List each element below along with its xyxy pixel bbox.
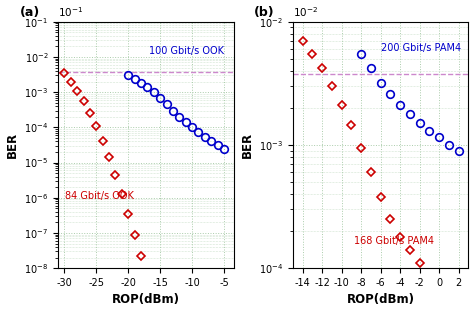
Text: 200 Gbit/s PAM4: 200 Gbit/s PAM4 xyxy=(381,43,461,53)
Text: $10^{-1}$: $10^{-1}$ xyxy=(58,6,83,19)
Text: $10^{-2}$: $10^{-2}$ xyxy=(293,6,318,19)
X-axis label: ROP(dBm): ROP(dBm) xyxy=(112,294,180,306)
Text: 84 Gbit/s OOK: 84 Gbit/s OOK xyxy=(65,191,134,201)
Text: (a): (a) xyxy=(19,6,40,19)
Text: 168 Gbit/s PAM4: 168 Gbit/s PAM4 xyxy=(355,236,434,246)
X-axis label: ROP(dBm): ROP(dBm) xyxy=(346,294,415,306)
Text: 100 Gbit/s OOK: 100 Gbit/s OOK xyxy=(149,46,224,56)
Y-axis label: BER: BER xyxy=(6,132,18,158)
Text: (b): (b) xyxy=(255,6,275,19)
Y-axis label: BER: BER xyxy=(240,132,254,158)
